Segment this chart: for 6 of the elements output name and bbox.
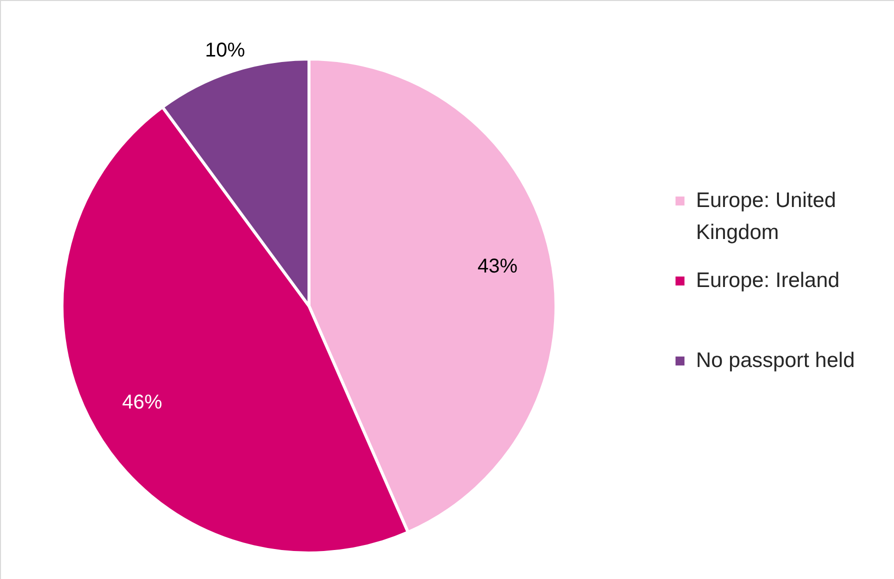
legend-label: Europe: Ireland bbox=[696, 269, 840, 292]
legend-label: Europe: United Kingdom bbox=[696, 189, 836, 244]
data-label: 10% bbox=[205, 39, 246, 62]
data-label: 43% bbox=[478, 256, 518, 278]
legend-label: No passport held bbox=[696, 349, 855, 372]
data-label: 46% bbox=[122, 391, 162, 414]
